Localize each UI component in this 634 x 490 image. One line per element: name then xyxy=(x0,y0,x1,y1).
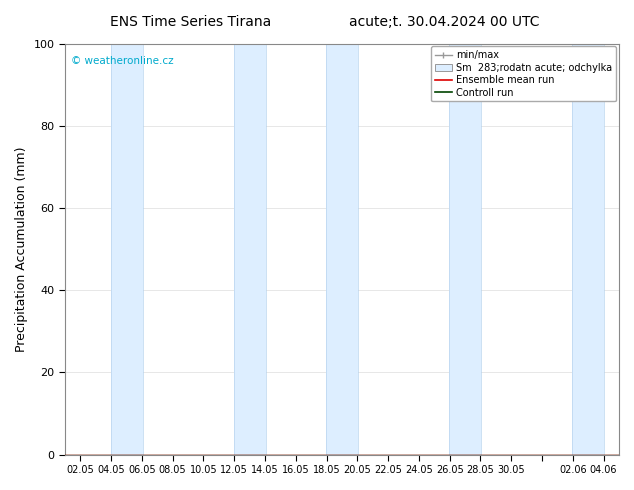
Legend: min/max, Sm  283;rodatn acute; odchylka, Ensemble mean run, Controll run: min/max, Sm 283;rodatn acute; odchylka, … xyxy=(430,47,616,101)
Bar xyxy=(110,44,143,455)
Bar xyxy=(233,44,266,455)
Bar xyxy=(449,44,481,455)
Bar xyxy=(572,44,604,455)
Text: ENS Time Series Tirana: ENS Time Series Tirana xyxy=(110,15,271,29)
Y-axis label: Precipitation Accumulation (mm): Precipitation Accumulation (mm) xyxy=(15,147,28,352)
Bar xyxy=(326,44,358,455)
Text: acute;t. 30.04.2024 00 UTC: acute;t. 30.04.2024 00 UTC xyxy=(349,15,539,29)
Text: © weatheronline.cz: © weatheronline.cz xyxy=(70,56,173,66)
